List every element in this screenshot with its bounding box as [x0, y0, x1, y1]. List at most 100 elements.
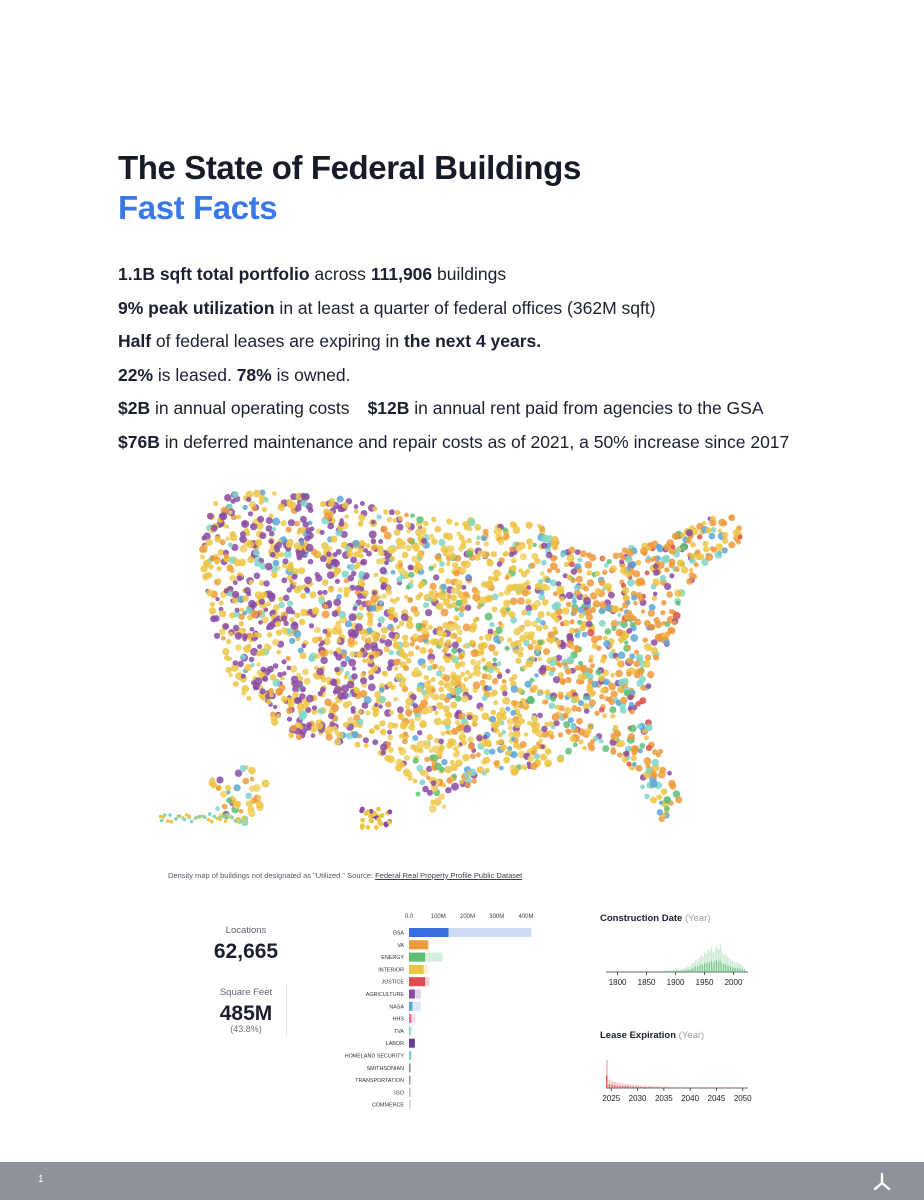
map-dot [225, 784, 232, 791]
map-dot [493, 760, 500, 766]
agency-bar [409, 1001, 413, 1011]
map-dot [443, 718, 452, 727]
map-dot [534, 644, 543, 652]
map-dot [590, 635, 599, 644]
map-dot [464, 604, 472, 611]
map-dot [652, 578, 660, 586]
map-dot [566, 633, 573, 640]
map-dot [522, 701, 528, 707]
map-dot [549, 658, 557, 667]
map-dot [283, 594, 290, 602]
map-dot [236, 514, 242, 520]
map-dot [588, 723, 594, 729]
map-dot [652, 563, 659, 569]
map-dot [316, 667, 325, 676]
map-dot [577, 606, 585, 614]
map-dot [636, 723, 642, 729]
map-dot [526, 610, 532, 616]
map-dot [633, 660, 641, 668]
map-dot [510, 709, 517, 716]
x-tick-label: 100M [431, 914, 446, 920]
map-dot [226, 638, 232, 645]
map-dot [378, 600, 384, 605]
map-dot [249, 799, 255, 805]
map-dot [545, 577, 551, 584]
map-dot [467, 736, 474, 743]
map-dot [701, 558, 709, 566]
map-dot [581, 631, 588, 638]
map-dot [563, 619, 570, 627]
source-link[interactable]: Federal Real Property Profile Public Dat… [375, 871, 523, 880]
map-dot [472, 720, 477, 725]
map-dot [281, 577, 288, 584]
map-dot [631, 594, 638, 601]
map-dot [603, 636, 608, 641]
map-dot [487, 575, 494, 581]
map-dot [461, 739, 468, 746]
map-dot [530, 750, 536, 756]
map-dot [515, 545, 522, 552]
map-dot [616, 661, 622, 667]
map-dot [259, 489, 266, 496]
histogram-bar-bg [698, 958, 701, 972]
map-dot [286, 564, 294, 572]
histogram-bar [724, 963, 726, 972]
category-label: COMMERCE [372, 1103, 404, 1109]
map-dot [498, 591, 504, 597]
map-dot [557, 672, 564, 679]
histogram-bar [666, 1087, 668, 1088]
map-dot [455, 636, 463, 643]
map-dot [657, 561, 665, 569]
histogram-bar [658, 1087, 660, 1088]
map-dot [531, 684, 539, 692]
map-dot [461, 695, 469, 703]
map-dot [428, 804, 437, 813]
map-dot [638, 675, 646, 683]
map-dot [526, 538, 534, 546]
map-dot [274, 620, 281, 628]
map-dot [357, 578, 365, 587]
map-dot [362, 737, 369, 744]
map-dot [422, 785, 429, 793]
page-footer: 1 [0, 1162, 924, 1200]
map-dot [268, 530, 275, 537]
map-dot [495, 571, 502, 577]
histogram-bar-bg [682, 1087, 685, 1088]
map-dot [681, 566, 689, 574]
map-dot [413, 544, 420, 552]
map-dot [622, 602, 629, 609]
map-dot [604, 604, 612, 612]
map-dot [659, 766, 667, 774]
map-dot [450, 701, 458, 709]
map-dot [628, 658, 635, 665]
map-dot [387, 659, 396, 667]
map-dot [629, 621, 636, 628]
map-dot [644, 793, 650, 800]
map-dot [484, 633, 493, 642]
map-dot [346, 680, 355, 689]
map-dot [252, 784, 261, 792]
map-dot [357, 593, 364, 599]
fact-operating-cost: $2B [118, 398, 151, 419]
map-dot [379, 566, 387, 575]
map-dot [574, 665, 581, 671]
map-dot [599, 738, 604, 744]
map-dot [531, 727, 539, 734]
map-dot [634, 649, 640, 655]
map-dot [644, 570, 650, 576]
map-dot [370, 538, 377, 545]
map-dot [531, 715, 537, 721]
map-dot [586, 672, 594, 681]
map-dot [234, 800, 242, 808]
x-tick-label: 2050 [734, 1094, 752, 1103]
map-dot [509, 546, 515, 552]
map-dot [393, 617, 399, 623]
map-dot [405, 697, 413, 706]
map-dot [310, 733, 316, 738]
map-dot [268, 538, 274, 545]
map-dot [426, 775, 431, 780]
category-label: VA [397, 943, 404, 949]
map-dot [680, 542, 688, 551]
map-dot [405, 584, 411, 590]
map-dot [560, 552, 566, 558]
